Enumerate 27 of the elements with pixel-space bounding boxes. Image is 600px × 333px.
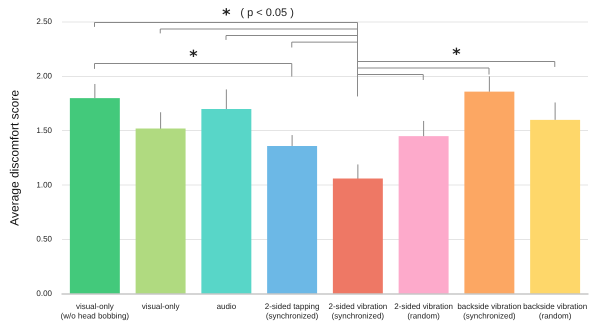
bar — [464, 92, 514, 294]
annotation: * — [222, 5, 232, 24]
x-tick-label: backside vibration (synchronized) — [457, 302, 522, 320]
y-tick-label: 0.00 — [36, 289, 53, 298]
x-tick-label: audio — [216, 302, 237, 311]
x-tick-label: 2-sided vibration (synchronized) — [328, 302, 388, 320]
x-tick-label: 2-sided vibration (random) — [394, 302, 453, 320]
bar — [398, 136, 449, 294]
y-tick-label: 1.50 — [36, 126, 53, 135]
y-tick-label: 0.50 — [36, 234, 53, 244]
y-tick-label: 1.00 — [36, 180, 53, 190]
text: ( p < 0.05 ) — [240, 7, 294, 20]
bar — [136, 128, 186, 294]
y-axis-title: Average discomfort score — [8, 90, 22, 226]
x-tick-label: visual-only (w/o head bobbing) — [60, 302, 130, 320]
bar — [530, 120, 580, 294]
bar — [267, 146, 318, 294]
annotation: * — [189, 46, 198, 66]
x-tick-label: 2-sided tapping (synchronized) — [264, 302, 320, 320]
bar — [70, 98, 120, 294]
x-tick-label: backside vibration (random) — [523, 302, 588, 320]
y-tick-label: 2.00 — [36, 72, 53, 81]
bar — [332, 178, 383, 294]
bar — [201, 108, 252, 294]
annotation: * — [452, 44, 462, 64]
x-tick-label: visual-only — [142, 302, 180, 311]
y-tick-label: 2.50 — [36, 17, 53, 26]
